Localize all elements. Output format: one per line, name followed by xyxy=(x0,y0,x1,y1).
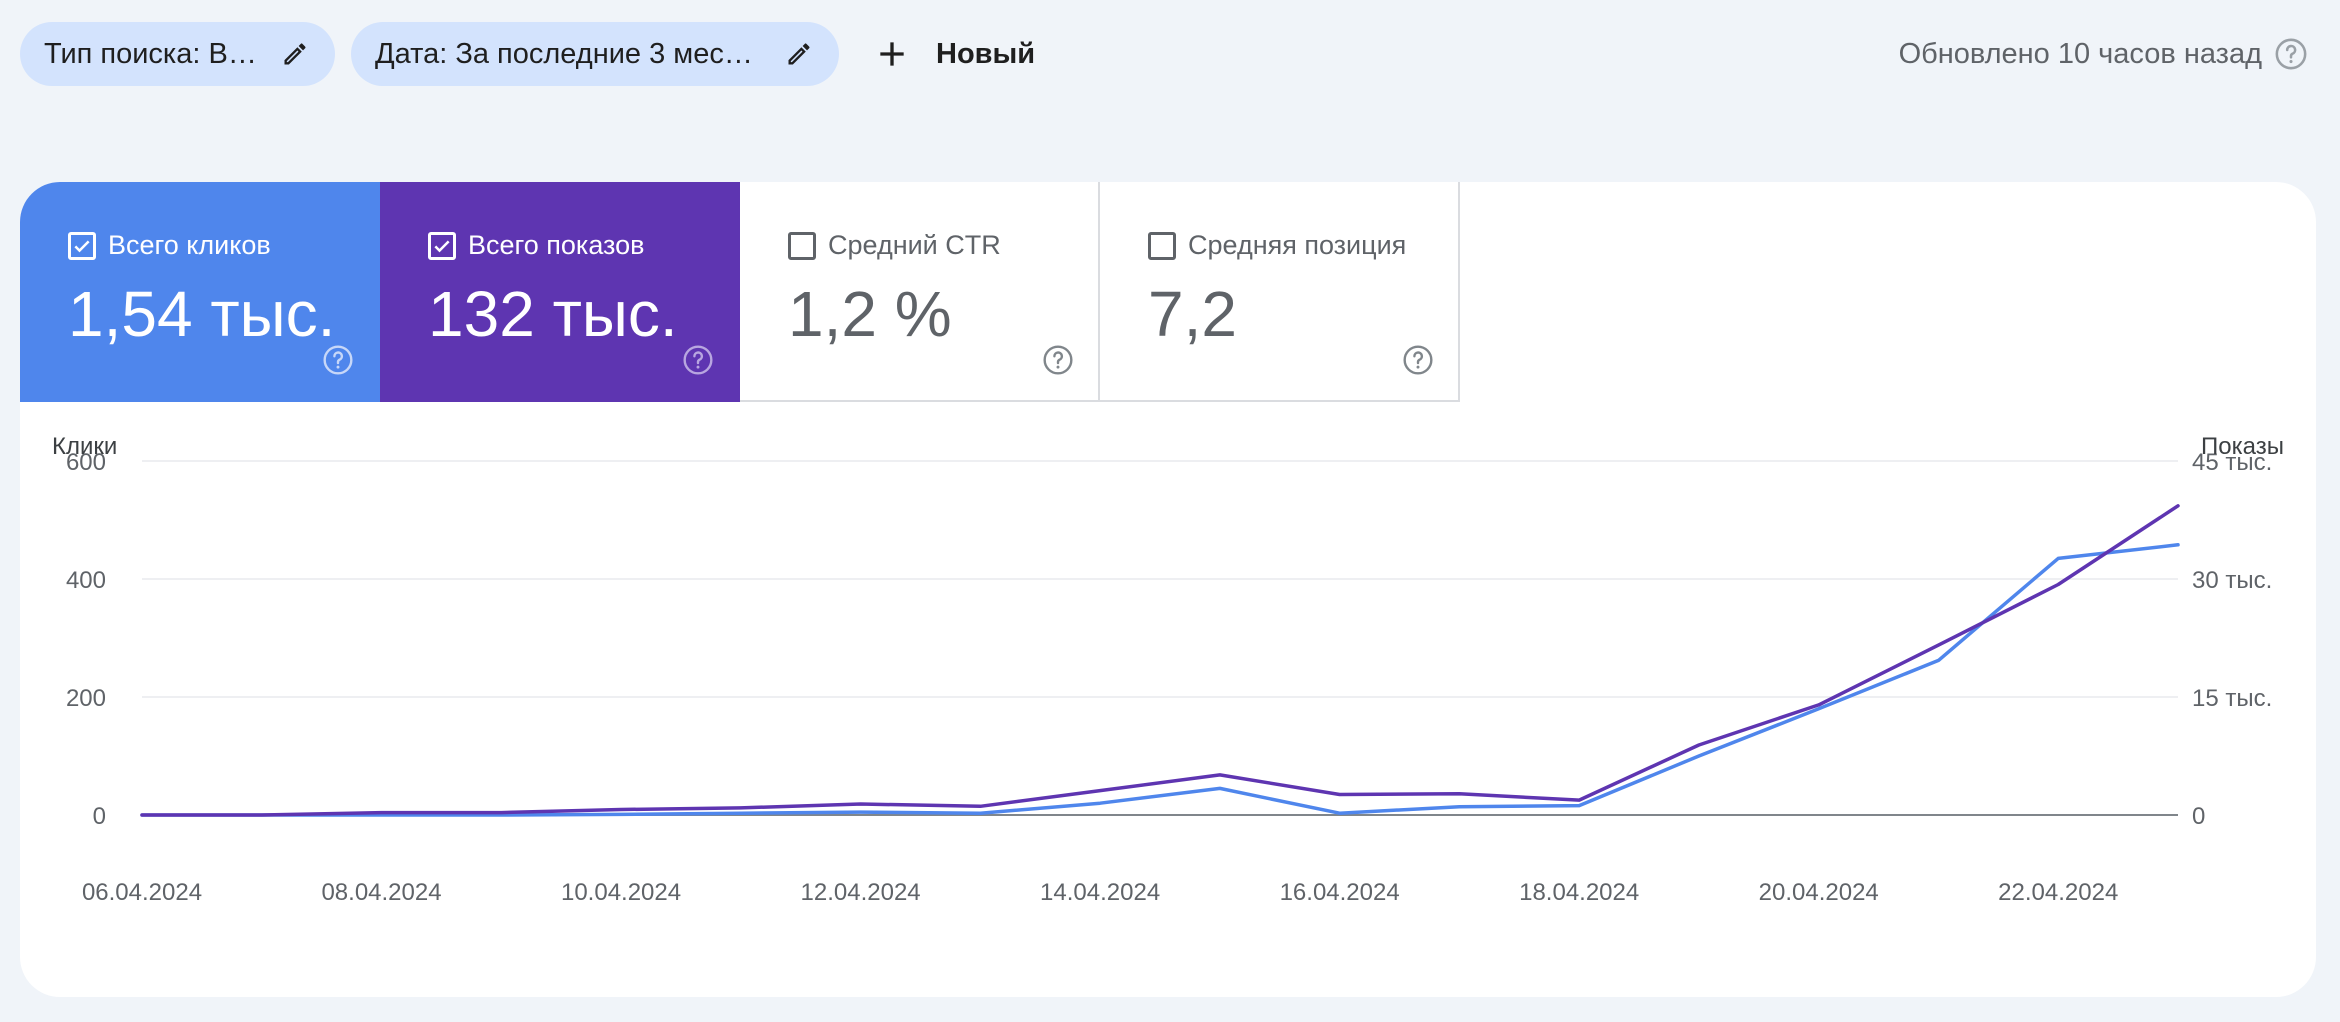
date-filter-label: Дата: За последние 3 меся... xyxy=(375,37,762,70)
metric-value: 132 тыс. xyxy=(428,278,678,350)
metric-average-ctr[interactable]: Средний CTR 1,2 % xyxy=(740,182,1100,402)
metric-label-text: Средняя позиция xyxy=(1188,230,1407,260)
search-type-filter-chip[interactable]: Тип поиска: Веб xyxy=(20,22,335,86)
x-tick-label: 12.04.2024 xyxy=(801,879,921,906)
y-left-tick-label: 600 xyxy=(66,449,106,476)
series-line-clicks xyxy=(140,543,2180,817)
search-type-filter-label: Тип поиска: Веб xyxy=(44,37,258,70)
y-right-tick-label: 0 xyxy=(2192,803,2205,830)
metric-total-clicks[interactable]: Всего кликов 1,54 тыс. xyxy=(20,182,380,402)
plus-icon xyxy=(880,42,904,66)
metric-label-text: Всего показов xyxy=(468,230,645,260)
help-icon[interactable] xyxy=(2274,37,2308,71)
metric-label: Средняя позиция xyxy=(1148,230,1406,261)
series-line-impressions xyxy=(140,504,2180,817)
x-tick-label: 22.04.2024 xyxy=(1998,879,2118,906)
last-updated-text: Обновлено 10 часов назад xyxy=(1898,37,2262,70)
metric-label: Всего показов xyxy=(428,230,645,261)
x-tick-label: 06.04.2024 xyxy=(82,879,202,906)
edit-icon[interactable] xyxy=(783,38,815,70)
help-icon[interactable] xyxy=(1042,344,1074,376)
y-right-axis-label: Показы xyxy=(2201,433,2284,460)
metric-value: 1,54 тыс. xyxy=(68,278,336,350)
help-icon[interactable] xyxy=(1402,344,1434,376)
x-tick-label: 08.04.2024 xyxy=(321,879,441,906)
performance-chart: 0 0 200 15 тыс. 400 30 тыс. 600 45 тыс. Клики Пок… xyxy=(52,433,2284,906)
checkbox-unchecked-icon[interactable] xyxy=(788,231,816,260)
x-tick-label: 14.04.2024 xyxy=(1040,879,1160,906)
checkbox-checked-icon[interactable] xyxy=(68,231,96,260)
metric-label: Всего кликов xyxy=(68,230,271,261)
metric-total-impressions[interactable]: Всего показов 132 тыс. xyxy=(380,182,740,402)
help-icon[interactable] xyxy=(682,344,714,376)
filter-bar: Тип поиска: Веб Дата: За последние 3 мес… xyxy=(0,0,2340,110)
metric-label-text: Средний CTR xyxy=(828,230,1001,260)
new-filter-button[interactable]: Новый xyxy=(872,22,1035,86)
performance-card: Всего кликов 1,54 тыс. Всего показов 132… xyxy=(20,182,2316,997)
metric-label-text: Всего кликов xyxy=(108,230,271,260)
y-right-tick-label: 15 тыс. xyxy=(2192,685,2272,712)
edit-icon[interactable] xyxy=(279,38,311,70)
x-tick-label: 16.04.2024 xyxy=(1280,879,1400,906)
help-icon[interactable] xyxy=(322,344,354,376)
y-left-axis-label: Клики xyxy=(52,433,117,460)
new-filter-label: Новый xyxy=(936,37,1036,70)
last-updated: Обновлено 10 часов назад xyxy=(1899,22,2308,86)
metric-value: 1,2 % xyxy=(788,278,952,350)
y-right-tick-label: 45 тыс. xyxy=(2192,449,2272,476)
checkbox-checked-icon[interactable] xyxy=(428,231,456,260)
metric-value: 7,2 xyxy=(1148,278,1237,350)
y-right-tick-label: 30 тыс. xyxy=(2192,567,2272,594)
y-left-tick-label: 400 xyxy=(66,567,106,594)
y-left-tick-label: 200 xyxy=(66,685,106,712)
y-left-tick-label: 0 xyxy=(93,803,106,830)
metric-label: Средний CTR xyxy=(788,230,1001,261)
date-filter-chip[interactable]: Дата: За последние 3 меся... xyxy=(351,22,839,86)
metric-average-position[interactable]: Средняя позиция 7,2 xyxy=(1100,182,1460,402)
x-tick-label: 20.04.2024 xyxy=(1759,879,1879,906)
x-tick-label: 10.04.2024 xyxy=(561,879,681,906)
checkbox-unchecked-icon[interactable] xyxy=(1148,231,1176,260)
x-tick-label: 18.04.2024 xyxy=(1519,879,1639,906)
